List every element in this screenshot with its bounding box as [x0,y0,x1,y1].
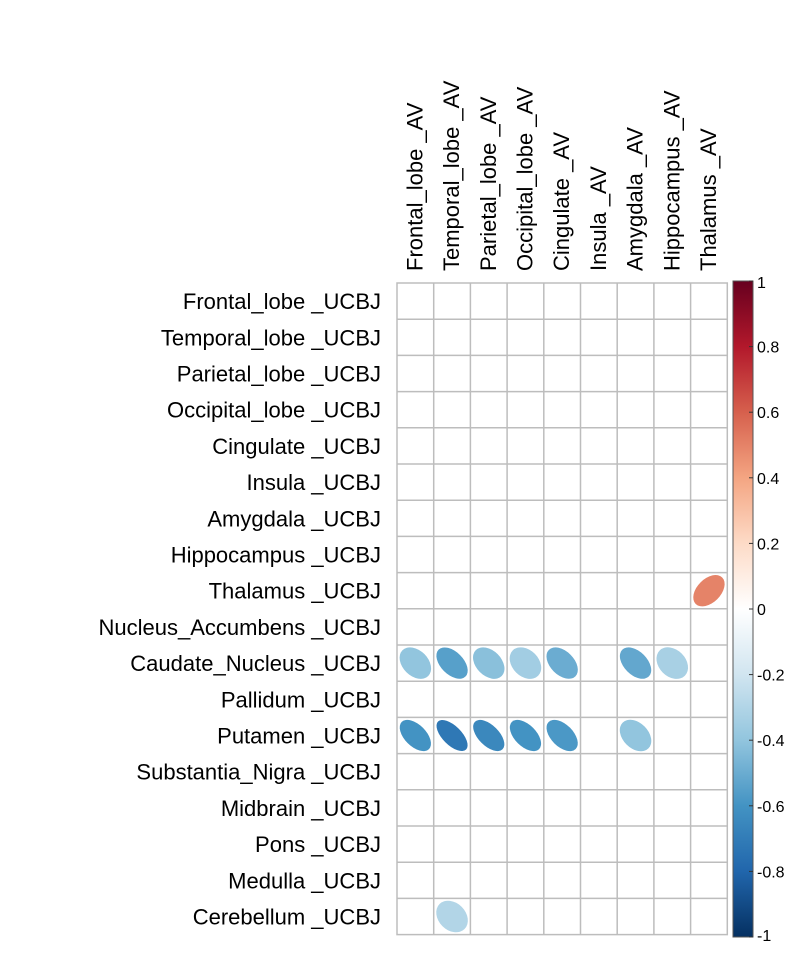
correlation-ellipse [399,719,431,752]
column-label: Frontal_lobe _AV [402,102,427,271]
column-labels: Frontal_lobe _AV Temporal_lobe _AV Parieta… [402,80,721,271]
column-label: Amygdala _AV [623,127,648,271]
correlation-ellipse [656,647,689,679]
colorbar-tick-label: 0.4 [757,471,779,488]
correlation-ellipse [546,647,578,679]
correlation-ellipse [473,719,505,752]
row-labels: Frontal_lobe _UCBJ Temporal_lobe _UCBJ Par… [99,289,381,929]
correlation-ellipse [509,719,542,752]
colorbar-tick-label: -0.2 [757,668,785,685]
row-label: Substantia_Nigra _UCBJ [136,760,381,785]
correlation-ellipse [546,719,578,752]
colorbar-tick-label: 0.6 [757,405,779,422]
column-label: Parietal_lobe _AV [476,96,501,271]
ellipses [399,575,725,933]
column-label: Hippocampus _AV [659,90,684,271]
row-label: Pallidum _UCBJ [221,687,381,712]
correlation-ellipse [693,575,725,607]
column-label: Temporal_lobe _AV [439,80,464,271]
column-label: Occipital_lobe _AV [512,86,537,271]
row-label: Pons _UCBJ [255,832,381,857]
correlation-ellipse [436,647,468,679]
correlation-ellipse [436,719,468,752]
correlation-ellipse [436,900,468,933]
row-label: Medulla _UCBJ [228,868,381,893]
row-label: Nucleus_Accumbens _UCBJ [99,615,381,640]
correlation-ellipse [473,647,505,679]
column-label: Insula _AV [586,166,611,271]
correlation-ellipse [509,647,542,679]
column-label: Cingulate _AV [549,132,574,271]
row-label: Putamen _UCBJ [217,724,381,749]
colorbar-tick-label: 1 [757,275,766,292]
grid [396,282,729,936]
row-label: Insula _UCBJ [246,470,381,495]
row-label: Occipital_lobe _UCBJ [167,398,381,423]
colorbar-tick-label: -0.8 [757,864,785,881]
row-label: Amygdala _UCBJ [207,506,381,531]
row-label: Parietal_lobe _UCBJ [177,362,381,387]
colorbar-tick-label: 0.8 [757,340,779,357]
colorbar-tick-label: -1 [757,928,771,945]
correlation-ellipse [619,719,652,752]
row-label: Caudate_Nucleus _UCBJ [130,651,381,676]
colorbar-tick-label: 0 [757,602,766,619]
colorbar-tick-label: 0.2 [757,536,779,553]
correlation-ellipse [399,647,432,679]
row-label: Cerebellum _UCBJ [193,905,381,930]
row-label: Thalamus _UCBJ [209,579,381,604]
colorbar: 1 0.8 0.6 0.4 0.2 0 -0.2 -0.4 -0.6 -0.8 -1 [732,275,785,945]
colorbar-tick-label: -0.4 [757,733,785,750]
row-label: Frontal_lobe _UCBJ [183,289,381,314]
row-label: Temporal_lobe _UCBJ [161,325,381,350]
row-label: Hippocampus _UCBJ [171,543,381,568]
row-label: Midbrain _UCBJ [221,796,381,821]
correlation-ellipse [619,647,652,679]
column-label: Thalamus _AV [696,128,721,271]
row-label: Cingulate _UCBJ [212,434,381,459]
colorbar-tick-label: -0.6 [757,799,785,816]
